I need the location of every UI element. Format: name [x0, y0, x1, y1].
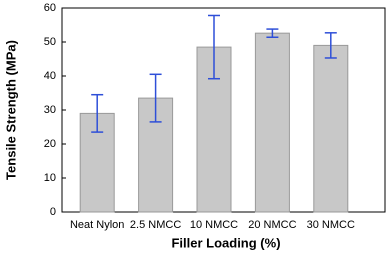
bar — [313, 44, 349, 213]
x-axis-title: Filler Loading (%) — [171, 235, 280, 250]
y-tick-label: 20 — [44, 138, 56, 150]
y-tick-label: 30 — [44, 104, 56, 116]
y-tick-label: 0 — [50, 206, 56, 218]
bar — [254, 32, 290, 213]
x-tick-label: 10 NMCC — [190, 219, 238, 231]
x-tick-label: Neat Nylon — [70, 219, 124, 231]
y-tick-label: 10 — [44, 172, 56, 184]
y-tick-label: 40 — [44, 70, 56, 82]
x-tick-label: 30 NMCC — [307, 219, 355, 231]
x-tick-label: 20 NMCC — [248, 219, 296, 231]
y-axis-title: Tensile Strength (MPa) — [3, 40, 18, 180]
x-tick-label: 2.5 NMCC — [130, 219, 181, 231]
y-tick-label: 60 — [44, 2, 56, 14]
y-tick-label: 50 — [44, 36, 56, 48]
